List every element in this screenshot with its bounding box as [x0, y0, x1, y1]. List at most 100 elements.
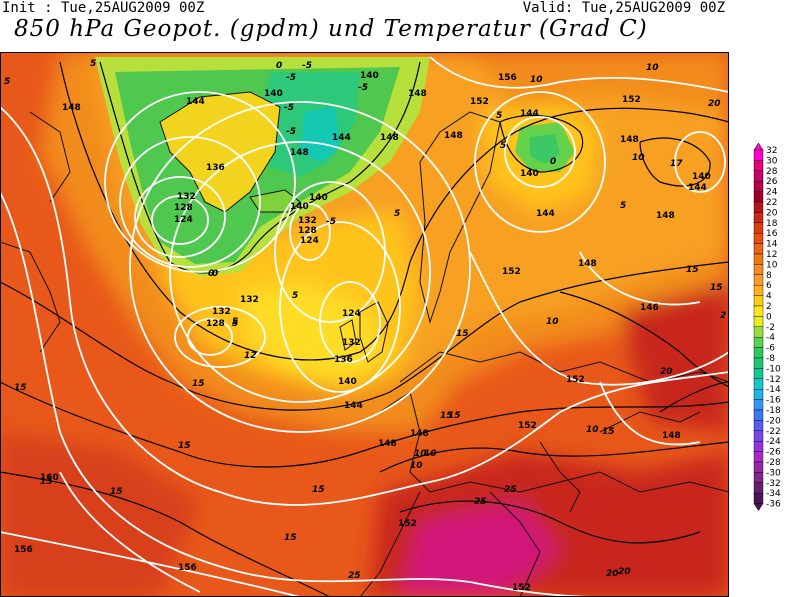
temperature-color-scale: 32302826242220181614121086420-2-4-6-8-10… [753, 142, 781, 512]
scale-swatch [753, 336, 764, 348]
scale-tick-label: -24 [766, 437, 781, 447]
valid-time-label: Valid: Tue,25AUG2009 00Z [522, 0, 725, 16]
weather-map: 148 144 140 136 132 128 124 140 148 144 … [0, 52, 729, 597]
temp-label: 20 [618, 567, 631, 577]
temp-label: 10 [424, 449, 437, 459]
geopot-label: 140 [692, 172, 711, 182]
scale-tick-label: 20 [766, 208, 778, 218]
temp-label: 15 [456, 329, 469, 339]
scale-tick-label: -26 [766, 448, 781, 458]
scale-swatch [753, 253, 764, 265]
scale-swatch [753, 472, 764, 483]
scale-swatch [753, 160, 764, 171]
geopot-label: 152 [518, 421, 537, 431]
geopot-label: 148 [578, 259, 597, 269]
geopot-label: 152 [512, 583, 531, 593]
temp-label: 10 [530, 75, 543, 85]
scale-tick-label: 2 [766, 302, 772, 312]
scale-tick-label: -28 [766, 458, 781, 468]
temp-label: 5 [394, 209, 400, 219]
temp-label: 5 [90, 59, 96, 69]
geopot-label: 132 [240, 295, 259, 305]
geopot-label: 128 [298, 226, 317, 236]
temp-label: 5 [500, 141, 506, 151]
temp-label: 5 [232, 319, 238, 329]
scale-swatch [753, 149, 764, 161]
scale-swatch [753, 295, 764, 307]
temp-label: -5 [284, 103, 294, 113]
scale-tick-label: -4 [766, 333, 775, 343]
scale-tick-label: 28 [766, 167, 778, 177]
scale-swatch [753, 212, 764, 224]
scale-swatch [753, 316, 764, 327]
scale-tick-label: -8 [766, 354, 775, 364]
scale-tick-label: -22 [766, 427, 781, 437]
scale-tick-label: 16 [766, 229, 778, 239]
scale-swatch [753, 461, 764, 473]
temp-label: 20 [660, 367, 673, 377]
temp-label: 15 [440, 411, 453, 421]
geopot-label: 140 [309, 193, 328, 203]
geopot-label: 148 [656, 211, 675, 221]
temp-label: -5 [326, 217, 336, 227]
coastlines [0, 91, 729, 597]
init-time-label: Init : Tue,25AUG2009 00Z [2, 0, 205, 16]
greenland-shading [160, 92, 280, 212]
scale-tick-label: -10 [766, 364, 781, 374]
scale-swatch [753, 305, 764, 317]
scale-swatch [753, 347, 764, 359]
scale-tick-label: 12 [766, 250, 777, 260]
scale-tick-label: -32 [766, 479, 781, 489]
scale-swatch [753, 430, 764, 442]
geopot-label: 148 [620, 135, 639, 145]
geopotential-labels: 148 144 140 136 132 128 124 140 148 144 … [14, 71, 711, 593]
temp-label: 0 [212, 269, 218, 279]
geopot-label: 148 [380, 133, 399, 143]
temp-label: 15 [448, 411, 461, 421]
temp-label: 25 [504, 485, 517, 495]
temp-label: 15 [686, 265, 699, 275]
scale-swatch [753, 357, 764, 369]
temp-label: 15 [602, 427, 615, 437]
temp-label: 15 [192, 379, 205, 389]
scale-tick-label: 30 [766, 156, 778, 166]
scale-tick-label: 22 [766, 198, 777, 208]
scale-tick-label: -14 [766, 385, 781, 395]
scale-swatch [753, 170, 764, 182]
geopot-label: 148 [410, 429, 429, 439]
scale-tick-label: 4 [766, 292, 772, 302]
geopot-label: 136 [206, 163, 225, 173]
temp-label: 5 [4, 77, 10, 87]
temperature-labels: 5 5 -5 -5 -5 -5 -5 0 0 5 10 10 20 5 0 5 … [4, 59, 726, 581]
geopot-label: 132 [177, 192, 196, 202]
temp-label: 20 [708, 99, 721, 109]
geopot-label: 146 [640, 303, 659, 313]
geopot-label: 140 [520, 169, 539, 179]
scale-swatch [753, 451, 764, 463]
geopot-label: 132 [298, 216, 317, 226]
temp-label: 15 [312, 485, 325, 495]
scale-swatch [753, 201, 764, 213]
scale-tick-label: 18 [766, 219, 778, 229]
geopot-label: 140 [290, 202, 309, 212]
scale-swatch [753, 243, 764, 255]
scale-tick-label: -36 [766, 500, 781, 510]
geopot-label: 132 [342, 338, 361, 348]
temp-label: 10 [546, 317, 559, 327]
geopot-label: 144 [344, 401, 363, 411]
temp-label: -5 [286, 127, 296, 137]
temp-label: 15 [110, 487, 123, 497]
temp-label: 10 [414, 449, 427, 459]
scale-tick-label: 8 [766, 271, 772, 281]
geopot-label: 140 [264, 89, 283, 99]
geopot-label: 144 [520, 109, 539, 119]
temp-label: 2 [720, 311, 726, 321]
geopot-label: 144 [332, 133, 351, 143]
temp-label: 12 [244, 351, 257, 361]
temp-label: 15 [14, 383, 27, 393]
temp-label: 10 [586, 425, 599, 435]
scale-swatch [753, 274, 764, 286]
scale-swatch [753, 378, 764, 390]
geopot-label: 128 [174, 203, 193, 213]
scale-tick-label: -2 [766, 323, 775, 333]
